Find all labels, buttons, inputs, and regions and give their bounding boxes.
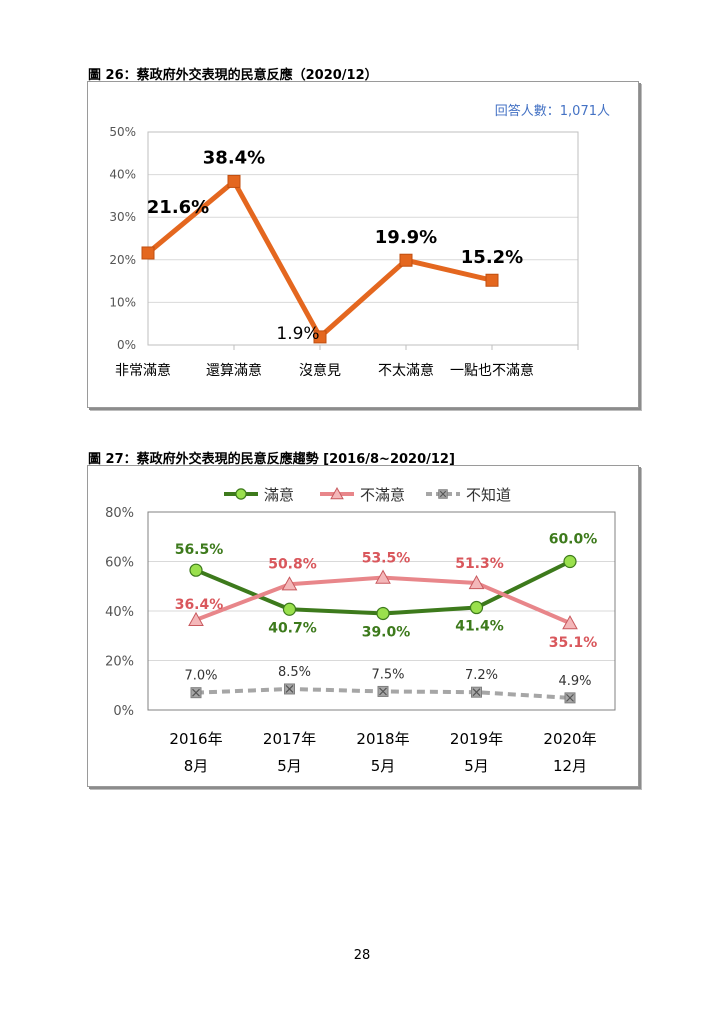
data-point-marker-cross — [472, 688, 481, 697]
x-tick-label-year: 2019年 — [450, 730, 503, 748]
y-tick-label: 60% — [105, 556, 134, 571]
data-point-marker — [399, 253, 413, 267]
x-tick-label-month: 12月 — [553, 757, 587, 775]
y-tick-label: 0% — [117, 338, 136, 352]
data-point-marker-cross — [192, 688, 200, 697]
data-label: 21.6% — [147, 197, 209, 218]
data-point-marker — [563, 554, 577, 569]
series-line-滿意 — [195, 559, 571, 616]
chart-27-frame: 0% 20% 40% 60% 80% 2016年 8月 2017年 5月 2018年 5月 2019年… — [87, 465, 639, 787]
data-label: 7.5% — [371, 667, 404, 682]
data-label: 4.9% — [558, 674, 591, 689]
data-point-marker — [282, 602, 297, 616]
legend-label: 滿意 — [264, 486, 294, 504]
data-label: 1.9% — [276, 324, 319, 344]
legend-label: 不滿意 — [360, 486, 405, 504]
y-tick-label: 20% — [109, 253, 136, 267]
data-label: 50.8% — [268, 556, 317, 572]
data-point-marker-cross — [379, 687, 387, 696]
data-label: 38.4% — [203, 147, 265, 168]
legend-marker — [235, 488, 247, 500]
x-tick-label-month: 5月 — [277, 757, 302, 775]
x-tick-label: 一點也不滿意 — [450, 362, 534, 379]
plot-area — [147, 131, 579, 346]
plot-area — [147, 511, 616, 711]
x-tick-label-year: 2017年 — [263, 730, 316, 748]
data-label: 60.0% — [549, 532, 598, 548]
data-point-marker — [141, 246, 155, 260]
data-point-marker-cross — [285, 685, 294, 693]
data-label: 41.4% — [455, 619, 504, 635]
x-tick-label: 還算滿意 — [206, 362, 262, 379]
figure-27-title: 圖 27：蔡政府外交表現的民意反應趨勢 [2016/8~2020/12] — [88, 452, 455, 467]
data-label: 51.3% — [455, 556, 504, 572]
chart-26-svg: 0% 10% 20% 30% 40% 50% 非常滿意 還算滿意 沒意見 不太滿意 一點也不滿意 回答… — [109, 103, 610, 379]
data-point-marker — [281, 576, 298, 591]
x-tick-label: 非常滿意 — [115, 362, 171, 379]
y-tick-label: 30% — [109, 210, 136, 224]
data-point-marker — [485, 273, 499, 287]
chart-27-svg: 0% 20% 40% 60% 80% 2016年 8月 2017年 5月 2018年 5月 2019年… — [105, 486, 616, 775]
data-point-marker-cross — [566, 693, 574, 702]
x-tick-label-month: 5月 — [371, 757, 396, 775]
page-number: 28 — [353, 948, 371, 963]
y-tick-label: 0% — [113, 704, 134, 719]
legend-marker-cross — [439, 490, 447, 498]
data-point-marker — [189, 563, 203, 577]
data-label: 36.4% — [175, 597, 224, 613]
x-tick-label-month: 8月 — [184, 757, 209, 775]
y-tick-label: 40% — [109, 168, 136, 182]
data-label: 7.2% — [465, 668, 498, 683]
x-tick-label-year: 2020年 — [543, 730, 596, 748]
x-tick-label-year: 2018年 — [356, 730, 409, 748]
y-tick-label: 20% — [105, 655, 134, 670]
data-label: 39.0% — [362, 624, 411, 640]
data-point-marker — [376, 606, 390, 621]
legend-label: 不知道 — [466, 486, 511, 504]
x-tick-label: 沒意見 — [299, 362, 341, 379]
data-label: 8.5% — [278, 665, 311, 680]
y-tick-label: 10% — [109, 295, 136, 309]
data-label: 7.0% — [184, 669, 217, 684]
figure-26-title: 圖 26：蔡政府外交表現的民意反應（2020/12） — [88, 68, 378, 83]
x-tick-label: 不太滿意 — [378, 362, 434, 379]
chart-26-frame: 0% 10% 20% 30% 40% 50% 非常滿意 還算滿意 沒意見 不太滿意 一點也不滿意 回答… — [87, 81, 639, 408]
data-point-marker — [227, 174, 241, 188]
data-label: 35.1% — [549, 635, 598, 651]
y-tick-label: 40% — [105, 605, 134, 620]
data-point-marker — [562, 615, 578, 630]
respondents-note: 回答人數：1,071人 — [495, 103, 610, 119]
y-tick-label: 50% — [109, 125, 136, 139]
data-point-marker — [375, 569, 391, 584]
data-label: 53.5% — [362, 551, 411, 567]
y-tick-label: 80% — [105, 506, 134, 521]
data-label: 15.2% — [461, 247, 523, 268]
data-point-marker — [313, 330, 327, 344]
x-tick-label-month: 5月 — [464, 757, 489, 775]
data-label: 56.5% — [175, 542, 224, 558]
data-point-marker — [188, 611, 204, 627]
x-tick-label-year: 2016年 — [169, 730, 222, 748]
data-label: 19.9% — [375, 227, 437, 248]
data-point-marker — [469, 600, 484, 615]
data-point-marker — [468, 575, 485, 590]
legend-marker — [330, 487, 344, 500]
data-label: 40.7% — [268, 620, 317, 636]
